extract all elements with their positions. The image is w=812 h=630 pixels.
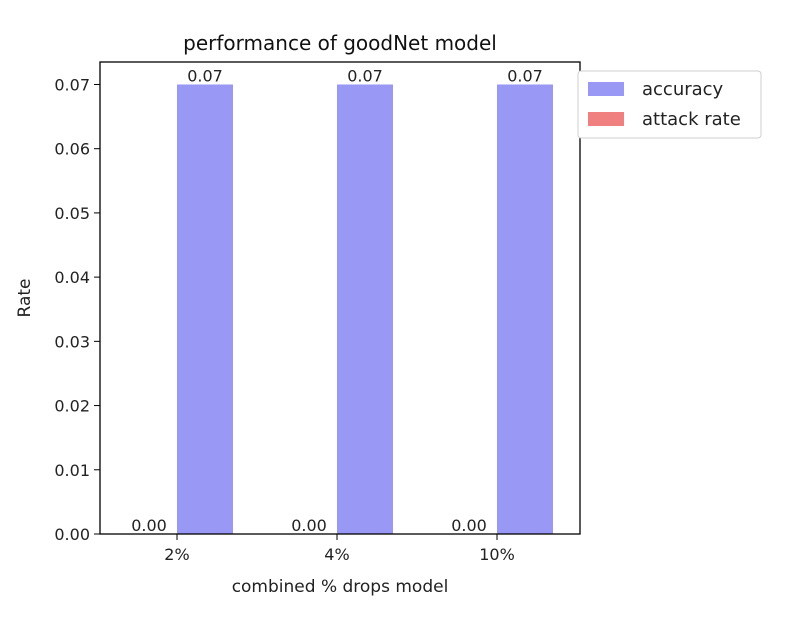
legend: accuracy attack rate: [578, 71, 761, 138]
bar-data-label: 0.07: [507, 66, 543, 85]
y-axis-title: Rate: [15, 279, 35, 318]
y-tick-label: 0.01: [54, 461, 90, 480]
bar-data-label: 0.07: [187, 66, 223, 85]
bar-accuracy: [497, 84, 553, 534]
legend-label: accuracy: [642, 79, 724, 100]
legend-swatch: [588, 82, 624, 96]
y-tick-label: 0.03: [54, 332, 90, 351]
x-tick-label: 2%: [164, 545, 189, 564]
y-tick-label: 0.00: [54, 525, 90, 544]
bar-data-label: 0.00: [291, 516, 327, 535]
bar-accuracy: [177, 84, 233, 534]
y-tick-label: 0.04: [54, 268, 90, 287]
chart-title: performance of goodNet model: [183, 31, 497, 55]
x-tick-label: 10%: [479, 545, 515, 564]
y-tick-label: 0.07: [54, 75, 90, 94]
legend-label: attack rate: [642, 109, 741, 130]
axis-ticks: 0.00 0.01 0.02 0.03 0.04 0.05 0.06 0.07 2% 4% 10%: [54, 75, 514, 564]
y-tick-label: 0.06: [54, 140, 90, 159]
bar-data-label: 0.07: [347, 66, 383, 85]
y-tick-label: 0.05: [54, 204, 90, 223]
legend-swatch: [588, 112, 624, 126]
bar-data-label: 0.00: [131, 516, 167, 535]
x-axis-title: combined % drops model: [232, 577, 449, 597]
bar-accuracy: [337, 84, 393, 534]
bar-data-label: 0.00: [451, 516, 487, 535]
bars: [177, 84, 553, 534]
x-tick-label: 4%: [324, 545, 349, 564]
y-tick-label: 0.02: [54, 397, 90, 416]
